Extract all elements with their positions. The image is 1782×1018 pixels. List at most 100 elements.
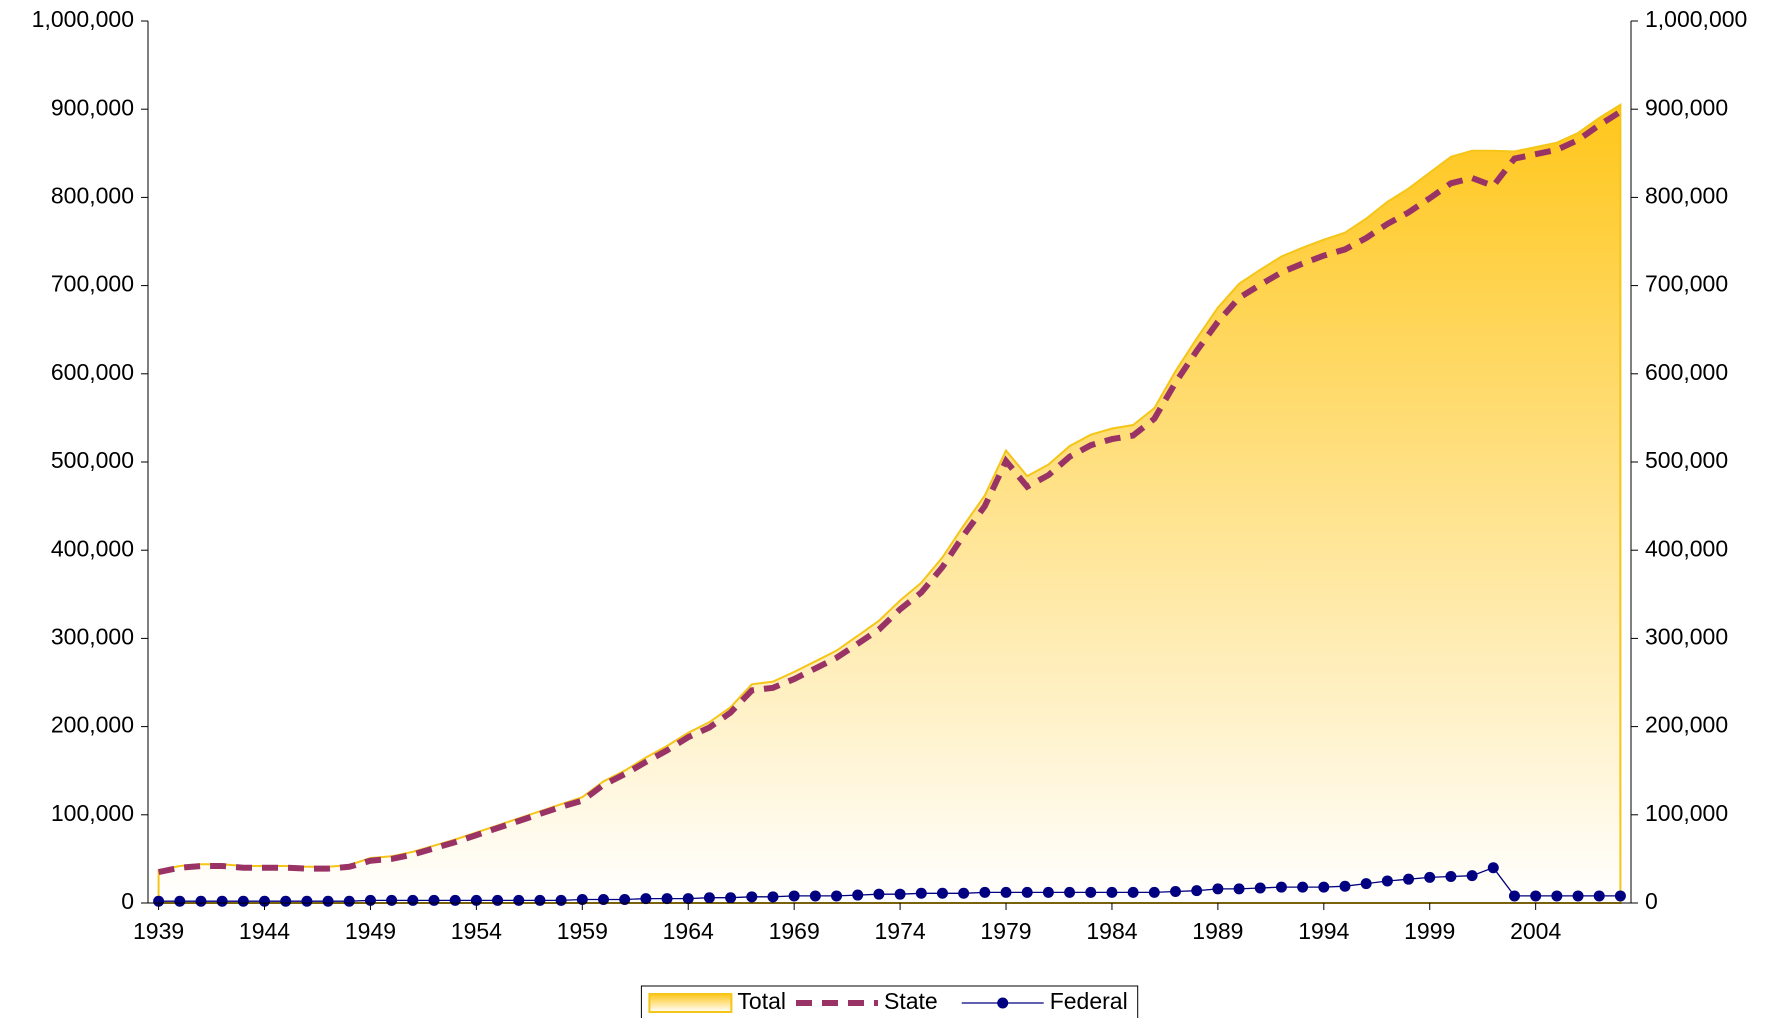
marker (936, 887, 948, 899)
marker (767, 891, 779, 903)
x-tick-label: 1979 (980, 918, 1031, 944)
marker (640, 893, 652, 905)
marker (597, 893, 609, 905)
y2-tick-label: 800,000 (1645, 182, 1728, 208)
x-tick-label: 1984 (1086, 918, 1137, 944)
marker (1445, 871, 1457, 883)
marker (1085, 886, 1097, 898)
marker (1106, 886, 1118, 898)
marker (1339, 880, 1351, 892)
marker (894, 888, 906, 900)
marker (1508, 890, 1520, 902)
marker (809, 890, 821, 902)
marker (1318, 881, 1330, 893)
marker (831, 890, 843, 902)
marker (1042, 886, 1054, 898)
y2-tick-label: 300,000 (1645, 623, 1728, 649)
y2-tick-label: 500,000 (1645, 447, 1728, 473)
marker (1360, 878, 1372, 890)
line (158, 866, 1621, 902)
marker (1233, 883, 1245, 895)
marker (1614, 890, 1626, 902)
y-tick-label: 600,000 (51, 359, 134, 385)
y2-tick-label: 700,000 (1645, 271, 1728, 297)
marker (661, 893, 673, 905)
x-tick-label: 1949 (345, 918, 396, 944)
y2-tick-label: 400,000 (1645, 535, 1728, 561)
x-tick-label: 1964 (663, 918, 714, 944)
y-tick-label: 400,000 (51, 535, 134, 561)
marker (1530, 890, 1542, 902)
y-tick-label: 200,000 (51, 712, 134, 738)
marker (958, 887, 970, 899)
marker (746, 891, 758, 903)
marker (407, 894, 419, 906)
legend-label: Total (737, 988, 786, 1014)
x-tick-label: 1959 (557, 918, 608, 944)
marker (301, 895, 313, 907)
marker (703, 892, 715, 904)
marker (1254, 882, 1266, 894)
marker (1000, 886, 1012, 898)
marker (915, 887, 927, 899)
marker (259, 895, 271, 907)
marker (1381, 875, 1393, 887)
marker (343, 895, 355, 907)
y-tick-label: 500,000 (51, 447, 134, 473)
x-tick-label: 1944 (239, 918, 290, 944)
marker (534, 894, 546, 906)
y2-tick-label: 600,000 (1645, 359, 1728, 385)
y-tick-label: 300,000 (51, 623, 134, 649)
x-tick-label: 2004 (1510, 918, 1561, 944)
y-tick-label: 700,000 (51, 271, 134, 297)
marker (1064, 886, 1076, 898)
marker (153, 895, 165, 907)
marker (682, 893, 694, 905)
x-tick-label: 1999 (1404, 918, 1455, 944)
y2-tick-label: 200,000 (1645, 712, 1728, 738)
x-tick-label: 1974 (875, 918, 926, 944)
y-tick-label: 0 (121, 888, 134, 914)
marker (1148, 886, 1160, 898)
marker (1593, 890, 1605, 902)
marker (555, 894, 567, 906)
marker (1127, 886, 1139, 898)
x-tick-label: 1969 (769, 918, 820, 944)
marker (1275, 881, 1287, 893)
legend-label: State (884, 988, 938, 1014)
marker (1572, 890, 1584, 902)
line (157, 109, 1622, 876)
marker (1551, 890, 1563, 902)
marker (979, 886, 991, 898)
marker (619, 893, 631, 905)
legend-swatch (997, 997, 1009, 1009)
marker (873, 888, 885, 900)
marker (492, 894, 504, 906)
marker (195, 895, 207, 907)
marker (1191, 885, 1203, 897)
marker (1170, 886, 1182, 898)
x-tick-label: 1989 (1192, 918, 1243, 944)
marker (428, 894, 440, 906)
legend-swatch (648, 993, 733, 1013)
marker (386, 894, 398, 906)
marker (1466, 870, 1478, 882)
marker (1487, 862, 1499, 874)
marker (1297, 881, 1309, 893)
marker (280, 895, 292, 907)
marker (1212, 883, 1224, 895)
marker (174, 895, 186, 907)
y-tick-label: 100,000 (51, 800, 134, 826)
y-tick-label: 800,000 (51, 182, 134, 208)
y2-tick-label: 100,000 (1645, 800, 1728, 826)
x-tick-label: 1994 (1298, 918, 1349, 944)
marker (725, 892, 737, 904)
marker (852, 889, 864, 901)
marker (1403, 873, 1415, 885)
area (157, 102, 1622, 904)
x-tick-label: 1939 (133, 918, 184, 944)
marker (1424, 871, 1436, 883)
marker (1021, 886, 1033, 898)
legend: Total State Federal (640, 985, 1139, 1018)
legend-label: Federal (1050, 988, 1128, 1014)
